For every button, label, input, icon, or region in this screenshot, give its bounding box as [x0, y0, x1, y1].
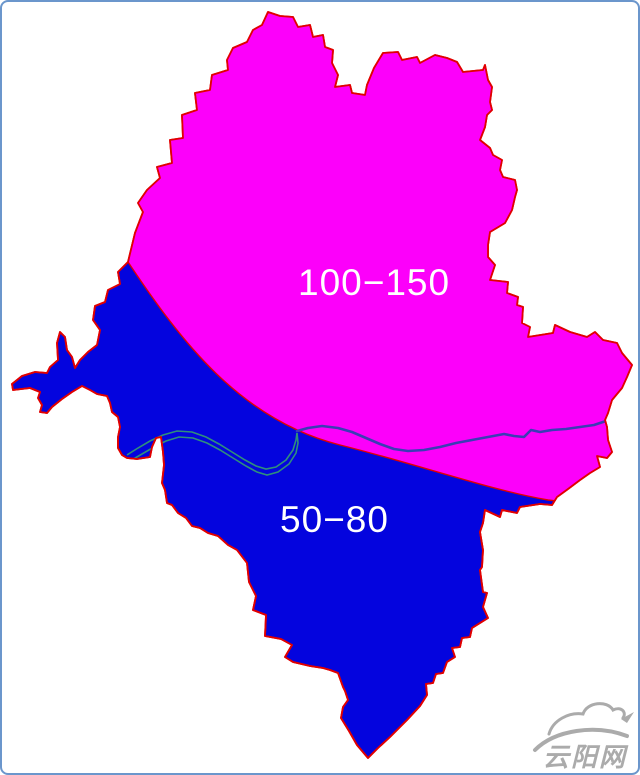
cloud-logo-icon	[547, 702, 626, 736]
cloud-swoosh-icon	[533, 727, 629, 752]
zone-label-south: 50−80	[280, 499, 389, 540]
zone-label-north: 100−150	[298, 262, 450, 303]
river-main	[295, 419, 608, 453]
county-shape-north-zone	[12, 12, 632, 513]
cloud-arrow-icon	[621, 712, 634, 723]
watermark: 云阳网	[533, 702, 634, 772]
county-outline	[11, 11, 633, 759]
watermark-text: 云阳网	[543, 742, 629, 772]
